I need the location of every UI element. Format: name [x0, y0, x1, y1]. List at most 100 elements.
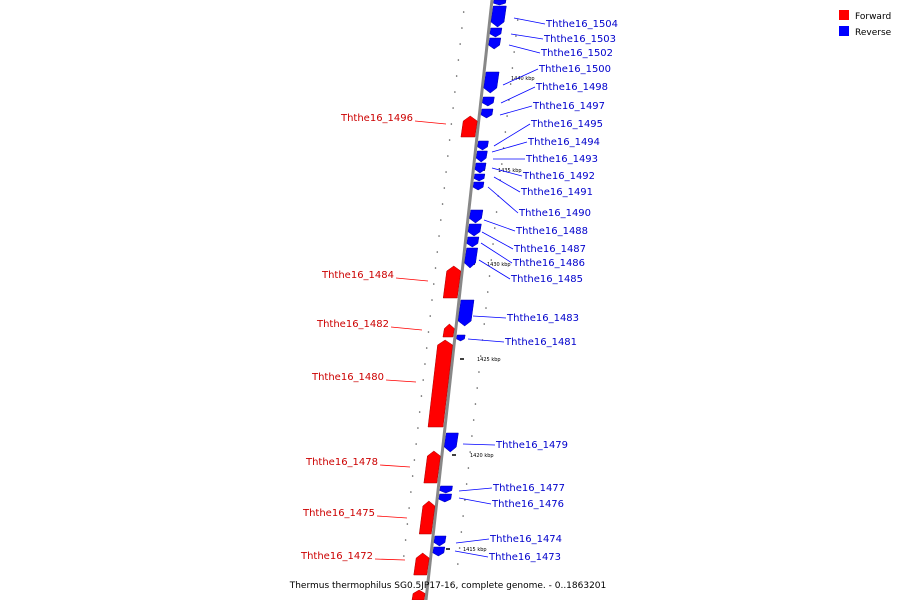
gene-label-reverse[interactable]: Ththe16_1494	[527, 137, 600, 148]
gene-label-reverse[interactable]: Ththe16_1483	[506, 313, 579, 324]
leader-line	[478, 259, 511, 280]
forward-gene-arrow[interactable]	[413, 552, 430, 576]
reverse-gene-arrow[interactable]	[493, 0, 507, 6]
gene-label-reverse[interactable]: Ththe16_1477	[492, 483, 565, 494]
backbone-dot	[490, 259, 493, 261]
gene-label-reverse[interactable]: Ththe16_1487	[513, 244, 586, 255]
leader-line	[480, 242, 513, 264]
reverse-gene-arrow[interactable]	[432, 546, 446, 557]
backbone-dot	[445, 171, 447, 173]
backbone-dot	[478, 371, 480, 373]
backbone-dot	[511, 67, 514, 69]
forward-gene-arrow[interactable]	[423, 450, 441, 484]
backbone-dot	[415, 443, 417, 445]
reverse-gene-arrow[interactable]	[473, 173, 486, 182]
forward-gene-arrow[interactable]	[411, 589, 426, 600]
gene-label-reverse[interactable]: Ththe16_1497	[532, 101, 605, 112]
backbone-dot	[516, 19, 519, 21]
gene-features	[411, 0, 507, 600]
reverse-gene-arrow[interactable]	[488, 37, 502, 50]
gene-label-reverse[interactable]: Ththe16_1503	[543, 34, 616, 45]
backbone-dot	[424, 363, 426, 365]
reverse-gene-arrow[interactable]	[438, 493, 452, 503]
backbone-dot	[458, 547, 461, 549]
backbone-dot	[441, 203, 444, 205]
gene-label-forward[interactable]: Ththe16_1472	[300, 551, 373, 562]
backbone-dot	[476, 387, 479, 389]
reverse-gene-arrow[interactable]	[456, 334, 466, 342]
backbone-dot	[406, 523, 409, 525]
gene-label-forward[interactable]: Ththe16_1496	[340, 113, 413, 124]
gene-label-reverse[interactable]: Ththe16_1495	[530, 119, 603, 130]
backbone-dot	[431, 299, 433, 301]
gene-label-reverse[interactable]: Ththe16_1502	[540, 48, 613, 59]
leader-line	[510, 33, 544, 40]
gene-label-forward[interactable]: Ththe16_1482	[316, 319, 389, 330]
backbone-dot	[465, 483, 468, 485]
kbp-tick-label: 1420 kbp	[470, 453, 494, 459]
backbone-dot	[462, 515, 464, 517]
gene-label-reverse[interactable]: Ththe16_1481	[504, 337, 577, 348]
reverse-gene-arrow[interactable]	[482, 96, 495, 107]
gene-label-forward[interactable]: Ththe16_1484	[321, 270, 394, 281]
leader-line	[374, 558, 406, 561]
reverse-gene-arrow[interactable]	[439, 485, 453, 494]
reverse-gene-arrow[interactable]	[475, 150, 488, 163]
reverse-gene-arrow[interactable]	[483, 71, 500, 94]
backbone-dot	[469, 451, 471, 453]
backbone-dot	[472, 419, 475, 421]
gene-label-forward[interactable]: Ththe16_1478	[305, 457, 378, 468]
backbone-dot	[417, 427, 419, 429]
forward-gene-arrow[interactable]	[442, 323, 455, 338]
reverse-gene-arrow[interactable]	[490, 5, 507, 28]
reverse-gene-arrow[interactable]	[469, 209, 484, 224]
gene-label-reverse[interactable]: Ththe16_1491	[520, 187, 593, 198]
reverse-gene-arrow[interactable]	[477, 140, 489, 151]
reverse-gene-arrow[interactable]	[466, 236, 480, 248]
leader-line	[502, 68, 539, 86]
gene-label-reverse[interactable]: Ththe16_1504	[545, 19, 618, 30]
backbone-dot	[485, 307, 487, 309]
reverse-gene-arrow[interactable]	[480, 108, 494, 119]
gene-label-reverse[interactable]: Ththe16_1485	[510, 274, 583, 285]
forward-gene-arrow[interactable]	[442, 265, 462, 299]
backbone-dot	[501, 163, 503, 165]
backbone-dot	[418, 411, 421, 413]
gene-label-reverse[interactable]: Ththe16_1479	[495, 440, 568, 451]
backbone-dot	[462, 11, 465, 13]
backbone-dot	[410, 491, 412, 493]
reverse-gene-arrow[interactable]	[444, 432, 459, 453]
gene-label-reverse[interactable]: Ththe16_1476	[491, 499, 564, 510]
leader-line	[487, 186, 519, 214]
backbone-dot	[434, 267, 437, 269]
gene-label-reverse[interactable]: Ththe16_1492	[522, 171, 595, 182]
gene-label-reverse[interactable]: Ththe16_1493	[525, 154, 598, 165]
reverse-gene-arrow[interactable]	[433, 535, 447, 547]
gene-label-reverse[interactable]: Ththe16_1474	[489, 534, 562, 545]
reverse-gene-arrow[interactable]	[464, 247, 479, 269]
reverse-gene-arrow[interactable]	[467, 223, 482, 237]
gene-label-forward[interactable]: Ththe16_1480	[311, 372, 384, 383]
forward-gene-arrow[interactable]	[427, 339, 453, 428]
leader-line	[454, 550, 489, 558]
backbone-dot	[467, 467, 470, 469]
backbone-dot	[448, 139, 451, 141]
gene-label-reverse[interactable]: Ththe16_1498	[535, 82, 608, 93]
forward-gene-arrow[interactable]	[418, 500, 436, 535]
gene-label-reverse[interactable]: Ththe16_1500	[538, 64, 611, 75]
reverse-gene-arrow[interactable]	[472, 181, 485, 191]
gene-labels: Ththe16_1496 Ththe16_1484 Ththe16_1482 Thth…	[300, 17, 618, 563]
gene-label-reverse[interactable]: Ththe16_1490	[518, 208, 591, 219]
reverse-gene-arrow[interactable]	[457, 299, 475, 327]
leader-line	[500, 86, 536, 104]
gene-label-reverse[interactable]: Ththe16_1488	[515, 226, 588, 237]
leader-line	[395, 277, 429, 282]
leader-line	[414, 120, 447, 125]
gene-label-reverse[interactable]: Ththe16_1473	[488, 552, 561, 563]
leader-line	[467, 338, 505, 343]
forward-gene-arrow[interactable]	[460, 115, 478, 138]
gene-label-forward[interactable]: Ththe16_1475	[302, 508, 375, 519]
gene-label-reverse[interactable]: Ththe16_1486	[512, 258, 585, 269]
reverse-gene-arrow[interactable]	[489, 27, 503, 38]
reverse-gene-arrow[interactable]	[474, 162, 487, 174]
